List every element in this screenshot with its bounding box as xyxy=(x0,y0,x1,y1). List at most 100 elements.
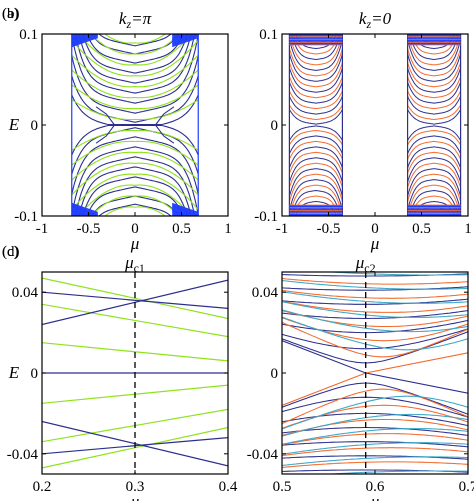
band-edge-line xyxy=(71,211,84,216)
band-line xyxy=(71,127,199,175)
band-line xyxy=(71,69,199,99)
series-line xyxy=(282,328,468,350)
band-edge-line xyxy=(172,34,198,43)
title-rest: =0 xyxy=(371,9,391,28)
band-line xyxy=(407,90,462,110)
series-line xyxy=(282,447,468,457)
band-line xyxy=(407,81,462,104)
critical-sub: c1 xyxy=(134,261,145,275)
title-main: k xyxy=(119,9,127,28)
band-line xyxy=(410,34,458,55)
y-tick-label: 0 xyxy=(271,366,279,382)
band-edge-line xyxy=(172,209,192,216)
crossing-line xyxy=(95,106,115,126)
critical-label: μc1 xyxy=(124,253,145,275)
series-line xyxy=(282,309,468,333)
band-edge-line xyxy=(71,36,98,47)
band-line xyxy=(74,156,196,216)
band-line xyxy=(288,125,343,141)
series-line xyxy=(42,303,228,338)
band-edge-line xyxy=(71,203,98,214)
crossing-line xyxy=(155,124,175,144)
band-line xyxy=(82,176,188,216)
band-line xyxy=(77,34,193,66)
x-tick-label: 0.7 xyxy=(459,479,474,495)
crossing-line xyxy=(95,124,115,144)
x-tick-label: -0.5 xyxy=(317,221,341,237)
series-line xyxy=(282,426,468,436)
y-tick-label: 0.04 xyxy=(252,285,279,301)
band-line xyxy=(292,34,340,55)
series-line xyxy=(282,316,468,351)
plot-area xyxy=(71,34,199,216)
y-tick-label: 0.1 xyxy=(259,27,278,43)
x-tick-label: -1 xyxy=(276,221,289,237)
band-line xyxy=(71,173,199,211)
series-line xyxy=(282,413,468,437)
x-tick-label: 0.3 xyxy=(126,479,145,495)
band-line xyxy=(82,34,188,74)
plot-area xyxy=(282,272,468,474)
band-line xyxy=(71,140,199,166)
plot-area xyxy=(42,272,228,474)
band-line xyxy=(288,81,343,104)
y-axis-label: E xyxy=(8,363,20,382)
series-line xyxy=(282,319,468,334)
band-line xyxy=(407,53,462,82)
band-edge-line xyxy=(172,206,199,216)
band-line xyxy=(71,84,199,110)
band-line xyxy=(71,54,199,88)
series-line xyxy=(282,396,468,418)
band-edge-line xyxy=(172,34,192,41)
band-line xyxy=(407,67,462,93)
y-tick-label: -0.1 xyxy=(14,209,38,225)
band-line xyxy=(288,184,343,216)
band-line xyxy=(71,136,199,195)
y-tick-label: -0.1 xyxy=(254,209,278,225)
series-line xyxy=(282,382,468,415)
x-axis-label: μ xyxy=(370,492,380,501)
band-edge-line xyxy=(172,210,190,216)
title-sub: z xyxy=(365,17,371,31)
band-line xyxy=(288,109,343,125)
band-line xyxy=(290,189,341,216)
band-line xyxy=(98,203,172,216)
band-line xyxy=(410,195,458,216)
panel-a: kz=π -1 -0.5 0 0.5 1 -0.1 0 0.1(a) μ E xyxy=(2,6,232,253)
band-edge-line xyxy=(71,34,98,45)
band-edge-line xyxy=(71,209,92,216)
x-tick-label: 0.2 xyxy=(33,479,52,495)
series-line xyxy=(282,442,468,455)
band-edge-line xyxy=(172,34,182,38)
band-edge-line xyxy=(172,208,195,216)
band-edge-line xyxy=(71,34,92,41)
band-edge-line xyxy=(71,34,90,40)
series-line xyxy=(282,395,468,430)
band-line xyxy=(407,34,462,66)
band-line xyxy=(288,129,343,146)
chart-title: kz=π xyxy=(119,9,152,31)
band-line xyxy=(292,195,340,216)
band-line xyxy=(288,39,343,71)
band-line xyxy=(409,189,460,216)
band-line xyxy=(71,151,199,181)
band-line xyxy=(71,129,199,151)
band-line xyxy=(407,129,462,146)
y-tick-label: -0.04 xyxy=(7,447,39,463)
band-edge-line xyxy=(71,202,98,213)
band-line xyxy=(288,53,343,82)
series-line xyxy=(355,473,441,474)
band-edge-line xyxy=(71,204,98,215)
band-edge-line xyxy=(71,34,98,44)
band-line xyxy=(288,162,343,188)
band-line xyxy=(103,206,167,216)
band-edge-line xyxy=(172,37,199,48)
panel-label: (c) xyxy=(2,244,19,260)
x-axis-label: μ xyxy=(130,492,140,501)
band-line xyxy=(288,157,343,183)
band-edge-line xyxy=(172,34,199,45)
band-line xyxy=(407,151,462,174)
band-line xyxy=(407,184,462,216)
band-edge-line xyxy=(71,210,90,216)
